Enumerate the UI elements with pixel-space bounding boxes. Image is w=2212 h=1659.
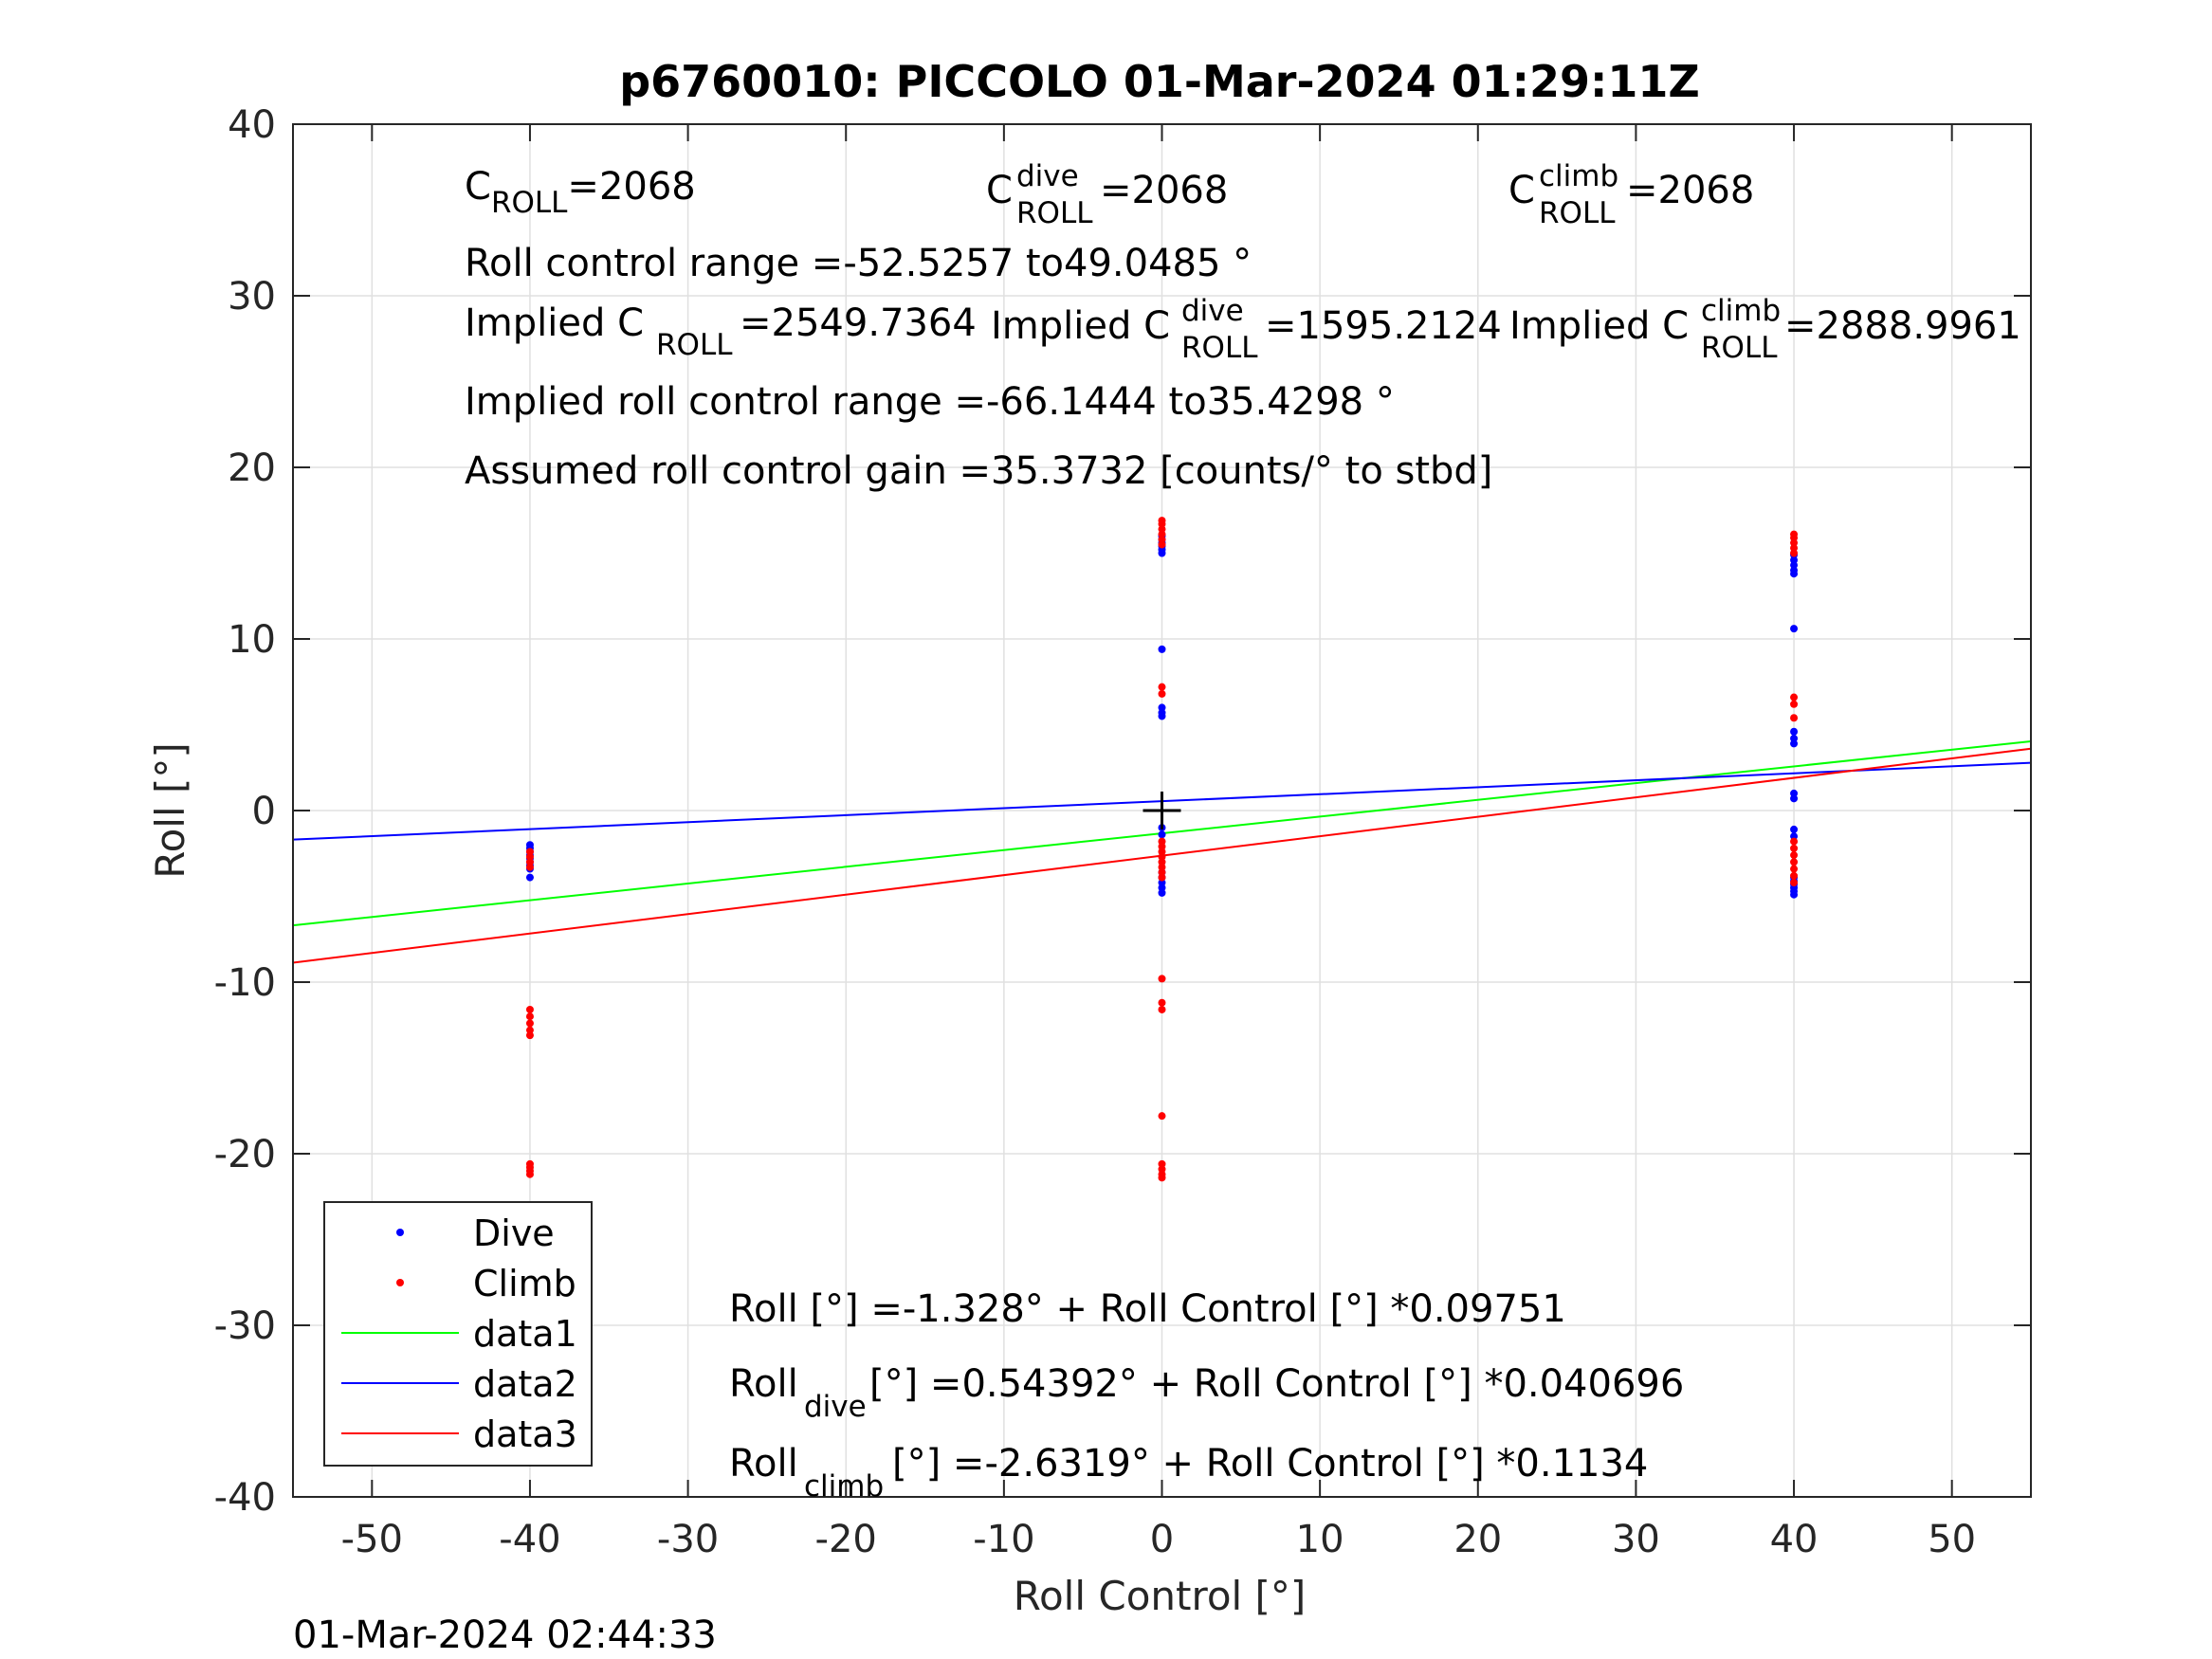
svg-text:ROLL: ROLL bbox=[1701, 331, 1778, 365]
legend-label: Dive bbox=[473, 1212, 555, 1254]
x-tick-label: 50 bbox=[1928, 1518, 1976, 1561]
point-dive bbox=[1790, 891, 1798, 899]
y-axis-label: Roll [°] bbox=[147, 742, 193, 878]
timestamp: 01-Mar-2024 02:44:33 bbox=[293, 1613, 717, 1657]
point-climb bbox=[1159, 1174, 1166, 1181]
svg-text:Implied C: Implied C bbox=[465, 301, 644, 345]
svg-text:=2549.7364: =2549.7364 bbox=[740, 301, 977, 345]
y-tick-label: -30 bbox=[214, 1304, 276, 1348]
svg-text:=2068: =2068 bbox=[1100, 169, 1228, 212]
svg-text:Roll: Roll bbox=[729, 1362, 798, 1406]
point-climb bbox=[1790, 858, 1798, 866]
point-climb bbox=[1790, 879, 1798, 886]
svg-text:C: C bbox=[986, 169, 1013, 212]
x-axis-label: Roll Control [°] bbox=[1014, 1573, 1307, 1619]
point-climb bbox=[526, 864, 534, 871]
point-climb bbox=[1159, 874, 1166, 882]
point-dive bbox=[1159, 830, 1166, 838]
y-tick-label: -40 bbox=[214, 1476, 276, 1520]
x-tick-label: -10 bbox=[973, 1518, 1034, 1561]
svg-text:Roll: Roll bbox=[729, 1442, 798, 1486]
legend: Dive Climb data1 data2 data3 bbox=[324, 1202, 592, 1466]
legend-marker-climb bbox=[396, 1279, 404, 1286]
svg-text:[°] =0.54392° + Roll Control [: [°] =0.54392° + Roll Control [°] *0.0406… bbox=[869, 1362, 1684, 1406]
chart-title: p6760010: PICCOLO 01-Mar-2024 01:29:11Z bbox=[619, 56, 1700, 107]
point-climb bbox=[526, 1012, 534, 1020]
point-climb bbox=[1790, 872, 1798, 880]
x-tick-label: 40 bbox=[1770, 1518, 1819, 1561]
point-dive bbox=[1790, 826, 1798, 833]
y-tick-label: 40 bbox=[228, 103, 276, 147]
svg-text:ROLL: ROLL bbox=[656, 328, 733, 362]
svg-text:C: C bbox=[1508, 169, 1535, 212]
point-climb bbox=[1159, 517, 1166, 524]
svg-text:dive: dive bbox=[804, 1390, 867, 1424]
point-climb bbox=[1790, 851, 1798, 859]
svg-text:ROLL: ROLL bbox=[1016, 196, 1093, 230]
point-climb bbox=[1159, 999, 1166, 1007]
point-climb bbox=[1790, 838, 1798, 846]
y-tick-label: 30 bbox=[228, 275, 276, 319]
point-dive bbox=[1790, 794, 1798, 802]
point-dive bbox=[1790, 739, 1798, 747]
x-tick-label: -40 bbox=[499, 1518, 560, 1561]
legend-label: data1 bbox=[473, 1313, 577, 1355]
legend-marker-dive bbox=[396, 1229, 404, 1236]
point-dive bbox=[1159, 646, 1166, 653]
point-climb bbox=[1159, 690, 1166, 698]
svg-text:climb: climb bbox=[804, 1469, 884, 1504]
x-tick-label: -30 bbox=[657, 1518, 719, 1561]
svg-text:dive: dive bbox=[1016, 159, 1079, 193]
point-dive bbox=[1790, 728, 1798, 736]
annotation-fit-all: Roll [°] =-1.328° + Roll Control [°] *0.… bbox=[729, 1287, 1566, 1331]
point-dive bbox=[1159, 889, 1166, 897]
x-tick-label: 30 bbox=[1612, 1518, 1660, 1561]
point-climb bbox=[1790, 714, 1798, 721]
annotation-assumed-gain: Assumed roll control gain =35.3732 [coun… bbox=[465, 449, 1492, 493]
svg-text:=2068: =2068 bbox=[1626, 169, 1754, 212]
svg-text:=1595.2124: =1595.2124 bbox=[1265, 304, 1502, 348]
point-climb bbox=[1159, 1006, 1166, 1013]
y-tick-label: -20 bbox=[214, 1133, 276, 1176]
legend-label: data3 bbox=[473, 1413, 577, 1455]
annotation-implied-roll-control-range: Implied roll control range =-66.1444 to3… bbox=[465, 380, 1395, 424]
point-climb bbox=[1790, 694, 1798, 702]
point-climb bbox=[1790, 845, 1798, 852]
svg-text:Implied C: Implied C bbox=[991, 304, 1170, 348]
x-tick-label: -50 bbox=[341, 1518, 403, 1561]
x-tick-label: -20 bbox=[815, 1518, 877, 1561]
svg-text:ROLL: ROLL bbox=[1181, 331, 1258, 365]
point-climb bbox=[1790, 866, 1798, 873]
x-tick-label: 20 bbox=[1453, 1518, 1502, 1561]
point-climb bbox=[526, 1031, 534, 1039]
svg-text:=2888.9961: =2888.9961 bbox=[1784, 304, 2021, 348]
svg-text:dive: dive bbox=[1181, 294, 1244, 328]
point-climb bbox=[526, 1171, 534, 1178]
svg-text:ROLL: ROLL bbox=[1539, 196, 1616, 230]
y-tick-label: 0 bbox=[252, 790, 276, 833]
x-tick-label: 0 bbox=[1150, 1518, 1174, 1561]
point-dive bbox=[1790, 625, 1798, 632]
svg-text:climb: climb bbox=[1539, 159, 1618, 193]
svg-text:[°] =-2.6319° + Roll Control [: [°] =-2.6319° + Roll Control [°] *0.1134 bbox=[892, 1442, 1648, 1486]
y-tick-label: -10 bbox=[214, 961, 276, 1005]
point-climb bbox=[1790, 531, 1798, 538]
y-tick-label: 10 bbox=[228, 618, 276, 662]
point-climb bbox=[1159, 684, 1166, 691]
point-climb bbox=[526, 1006, 534, 1013]
point-dive bbox=[526, 874, 534, 882]
point-dive bbox=[1159, 712, 1166, 720]
y-tick-label: 20 bbox=[228, 447, 276, 490]
point-climb bbox=[1790, 701, 1798, 708]
svg-text:climb: climb bbox=[1701, 294, 1781, 328]
point-climb bbox=[1159, 975, 1166, 982]
legend-label: data2 bbox=[473, 1363, 577, 1405]
svg-text:Implied C: Implied C bbox=[1509, 304, 1689, 348]
point-climb bbox=[526, 1019, 534, 1027]
legend-label: Climb bbox=[473, 1263, 576, 1304]
annotation-roll-control-range: Roll control range =-52.5257 to49.0485 ° bbox=[465, 242, 1252, 285]
point-climb bbox=[1159, 1112, 1166, 1120]
x-tick-label: 10 bbox=[1296, 1518, 1344, 1561]
